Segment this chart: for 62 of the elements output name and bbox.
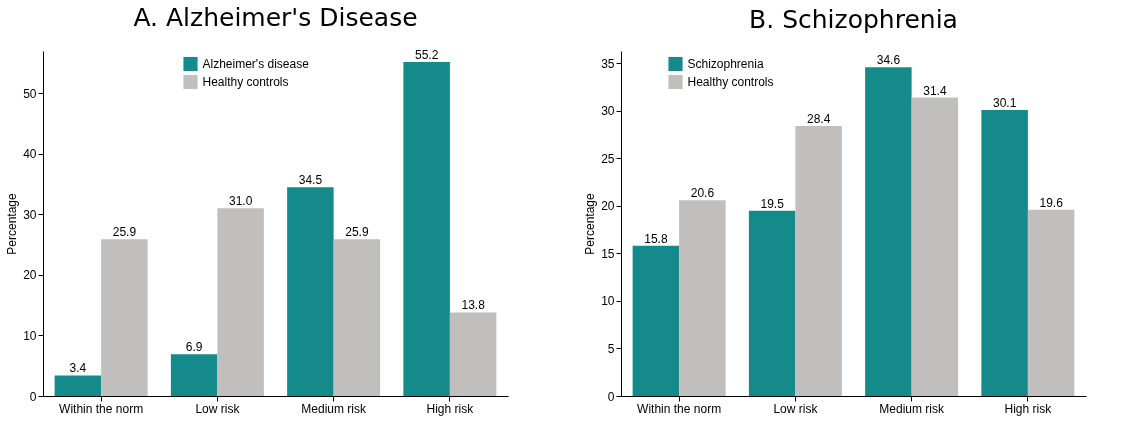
x-tick-label: Medium risk [879, 401, 945, 416]
data-label: 15.8 [644, 231, 668, 246]
chart-title: B. Schizophrenia [749, 5, 958, 34]
y-tick-label: 30 [601, 104, 615, 119]
data-label: 3.4 [69, 361, 87, 376]
bar [981, 109, 1028, 396]
legend-label: Healthy controls [687, 75, 774, 89]
data-label: 19.5 [760, 196, 785, 211]
data-label: 25.9 [345, 225, 369, 240]
bar [679, 200, 726, 396]
y-tick-label: 10 [23, 328, 37, 343]
bar [795, 126, 842, 396]
x-tick-label: High risk [1004, 401, 1053, 416]
y-tick-label: 20 [601, 199, 615, 214]
y-tick-label: 15 [601, 246, 615, 261]
bar [333, 239, 381, 396]
x-tick-label: Within the norm [59, 401, 144, 416]
bar [287, 187, 334, 396]
bar [54, 375, 102, 396]
data-label: 30.1 [992, 95, 1017, 110]
x-tick-label: Medium risk [301, 401, 367, 416]
y-tick-label: 25 [601, 151, 615, 166]
y-tick-label: 40 [23, 147, 37, 162]
bar [748, 210, 796, 396]
legend-label: Healthy controls [202, 75, 289, 89]
y-axis-title: Percentage [583, 192, 598, 255]
y-tick-label: 10 [601, 294, 615, 309]
x-tick-label: Low risk [773, 401, 819, 416]
bar [632, 245, 680, 396]
data-label: 34.6 [876, 53, 901, 68]
bar [170, 354, 218, 396]
data-label: 19.6 [1039, 195, 1064, 210]
data-label: 6.9 [185, 340, 203, 355]
y-tick-label: 5 [607, 341, 615, 356]
y-axis-title: Percentage [5, 192, 20, 255]
bar [865, 67, 912, 396]
data-label: 31.4 [923, 83, 947, 98]
data-label: 25.9 [112, 225, 137, 240]
bar [101, 239, 148, 396]
y-tick-label: 50 [23, 86, 37, 101]
bar [403, 61, 450, 396]
data-label: 13.8 [461, 298, 486, 313]
y-tick-label: 0 [29, 389, 37, 404]
data-label: 28.4 [806, 112, 831, 127]
y-tick-label: 30 [23, 207, 37, 222]
data-label: 55.2 [414, 47, 439, 62]
x-tick-label: Within the norm [637, 401, 722, 416]
data-label: 31.0 [228, 194, 253, 209]
bar [217, 208, 264, 396]
y-tick-label: 35 [601, 56, 615, 71]
legend-label: Schizophrenia [687, 57, 764, 71]
data-label: 20.6 [690, 186, 715, 201]
y-tick-label: 20 [23, 268, 37, 283]
bar [911, 97, 959, 396]
x-tick-label: High risk [426, 401, 475, 416]
x-tick-label: Low risk [195, 401, 241, 416]
legend-label: Alzheimer's disease [202, 57, 310, 71]
y-tick-label: 0 [607, 389, 615, 404]
data-label: 34.5 [298, 173, 323, 188]
bar [449, 312, 497, 396]
chart-title: A. Alzheimer's Disease [133, 2, 418, 32]
bar [1027, 209, 1075, 396]
